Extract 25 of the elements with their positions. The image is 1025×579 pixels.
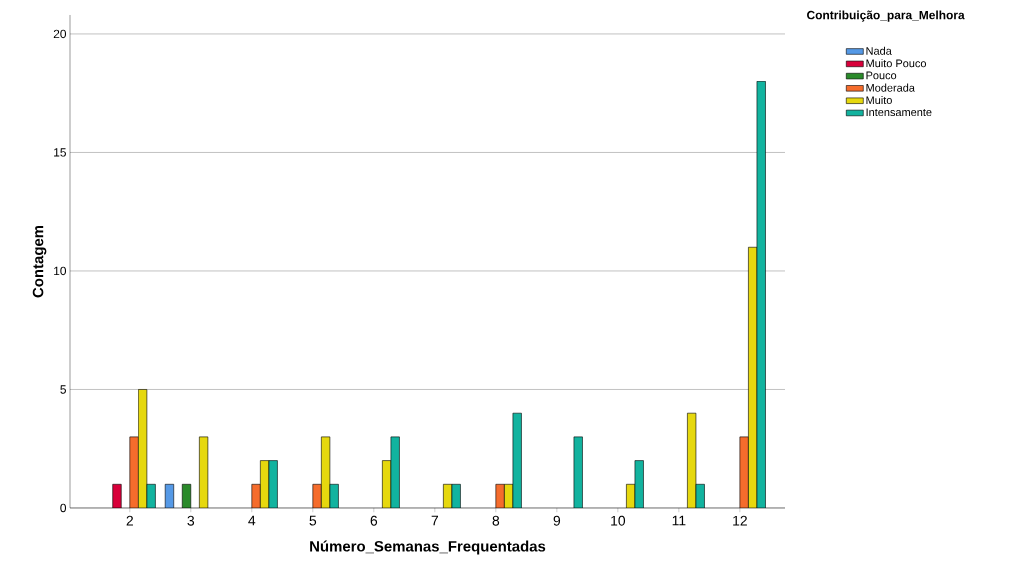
y-tick-label: 5 [60,385,66,394]
legend-label: Moderada [866,83,915,92]
x-tick-label: 11 [672,515,686,526]
x-tick-label: 8 [492,515,500,526]
x-axis-title: Número_Semanas_Frequentadas [310,540,546,555]
legend-label: Pouco [866,71,897,80]
x-tick-label: 6 [370,515,378,526]
y-tick-label: 10 [54,266,67,276]
x-tick-label: 3 [187,515,195,526]
x-tick-label: 7 [431,515,439,526]
legend-label: Muito Pouco [866,59,927,68]
legend-title: Contribuição_para_Melhora [807,10,965,22]
y-axis-title: Contagem [32,225,47,298]
x-tick-label: 2 [126,515,133,526]
y-tick-label: 0 [60,503,67,513]
x-tick-label: 12 [733,515,747,526]
x-tick-label: 10 [611,515,626,526]
legend-label: Nada [866,46,892,55]
y-tick-label: 15 [54,148,66,157]
x-tick-label: 4 [248,515,256,526]
legend-label: Intensamente [866,108,932,117]
y-tick-label: 20 [53,29,67,39]
x-tick-label: 5 [309,515,317,526]
x-tick-label: 9 [553,515,561,526]
legend-label: Muito [866,96,892,105]
